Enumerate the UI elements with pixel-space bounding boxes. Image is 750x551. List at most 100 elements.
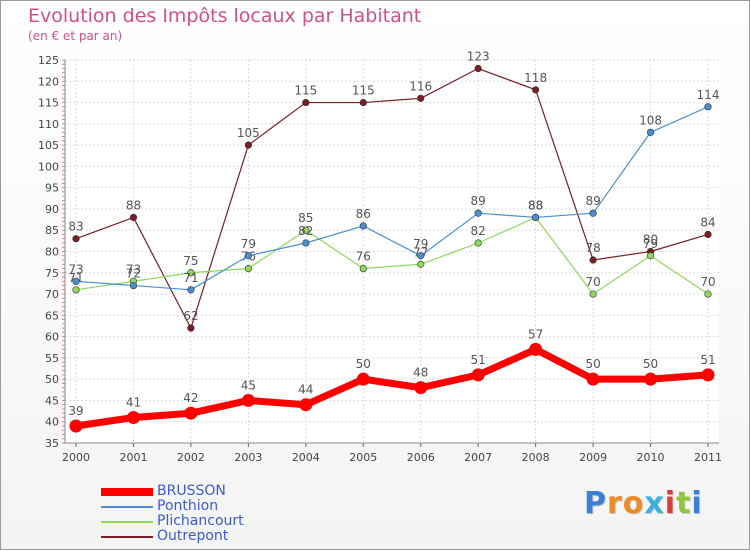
data-label-plichancourt: 70 [700,275,715,289]
data-label-brusson: 50 [643,357,658,371]
logo-letter: o [622,486,645,521]
y-tick-label: 75 [45,267,59,280]
logo-letter: i [664,486,677,521]
legend-swatch [101,506,153,508]
data-label-outrepont: 118 [524,71,547,85]
data-point-brusson [299,398,313,412]
data-point-outrepont [72,235,80,243]
data-label-plichancourt: 75 [183,254,198,268]
chart-title: Evolution des Impôts locaux par Habitant [28,5,422,27]
chart-subtitle: (en € et par an) [28,29,123,43]
data-point-outrepont [589,256,597,264]
data-label-ponthion: 79 [413,237,428,251]
data-label-brusson: 45 [241,378,256,392]
legend-label: Outrepont [157,528,229,544]
data-point-outrepont [187,324,195,332]
data-label-outrepont: 62 [183,309,198,323]
data-label-brusson: 51 [700,353,715,367]
data-label-ponthion: 71 [183,271,198,285]
y-tick-label: 95 [45,182,59,195]
data-label-outrepont: 105 [237,126,260,140]
data-point-plichancourt [359,264,367,273]
y-tick-label: 120 [38,75,59,88]
legend-label: Plichancourt [157,513,244,529]
series-line-brusson [72,345,712,430]
data-point-outrepont [474,64,482,73]
data-point-ponthion [589,209,597,217]
data-point-outrepont [704,230,712,239]
y-tick-label: 70 [45,288,59,301]
y-tick-label: 110 [38,118,59,131]
data-label-plichancourt: 70 [585,275,600,289]
y-tick-label: 35 [45,437,59,450]
data-label-plichancourt: 79 [643,237,658,251]
y-tick-label: 90 [45,203,59,216]
data-point-ponthion [474,209,482,217]
data-point-ponthion [129,281,138,290]
y-tick-label: 40 [45,416,59,429]
data-label-brusson: 44 [298,383,313,397]
data-point-brusson [644,372,658,386]
y-tick-label: 45 [45,394,59,407]
data-label-brusson: 50 [585,357,600,371]
data-point-outrepont [129,213,138,222]
data-label-outrepont: 78 [585,241,600,255]
data-label-ponthion: 72 [126,267,141,281]
logo-letter: i [691,486,703,521]
x-tick-label: 2002 [177,451,205,464]
legend-item: BRUSSON [101,483,341,500]
data-label-ponthion: 114 [697,88,720,102]
data-point-ponthion [704,103,712,111]
x-tick-label: 2007 [464,451,492,464]
data-point-ponthion [187,286,195,294]
x-tick-label: 2009 [579,451,607,464]
data-label-ponthion: 89 [585,194,600,208]
data-point-plichancourt [417,260,425,268]
data-label-ponthion: 88 [528,198,543,212]
data-point-brusson [414,381,428,395]
data-label-outrepont: 80 [643,233,658,247]
logo-letter: x [644,486,665,521]
logo-letter: P [584,486,607,521]
data-label-brusson: 48 [413,366,428,380]
data-point-outrepont [302,98,310,107]
data-point-plichancourt [187,269,195,277]
data-label-outrepont: 88 [126,198,141,212]
data-label-plichancourt: 73 [126,262,141,276]
data-point-brusson [184,406,198,420]
data-point-outrepont [417,94,425,102]
data-label-ponthion: 108 [639,113,662,127]
data-point-plichancourt [244,264,252,273]
data-label-brusson: 39 [68,404,83,418]
data-label-outrepont: 115 [294,84,317,98]
legend-item: Ponthion [101,498,341,515]
data-point-ponthion [244,252,252,260]
data-label-outrepont: 84 [700,215,715,229]
y-tick-label: 65 [45,309,59,322]
proxiti-logo: Proxiti [584,486,703,521]
data-label-ponthion: 79 [241,237,256,251]
legend-item: Outrepont [101,528,341,545]
data-point-plichancourt [704,290,712,298]
y-tick-label: 115 [38,97,59,110]
data-label-plichancourt: 88 [528,198,543,212]
x-tick-label: 2000 [62,451,90,464]
data-label-outrepont: 116 [409,79,432,93]
legend-label: Ponthion [157,498,219,514]
y-tick-label: 85 [45,224,59,237]
series-line-plichancourt [75,216,709,295]
data-point-plichancourt [302,226,310,234]
legend-item: Plichancourt [101,513,341,530]
data-point-outrepont [244,141,252,149]
legend-swatch [101,488,153,496]
data-label-plichancourt: 82 [471,224,486,238]
y-tick-label: 60 [45,331,59,344]
series-line-ponthion [75,106,709,291]
x-tick-label: 2008 [522,451,550,464]
x-tick-label: 2006 [407,451,435,464]
y-tick-label: 55 [45,352,59,365]
data-point-brusson [69,419,83,433]
legend-label: BRUSSON [157,483,226,499]
data-label-brusson: 50 [356,357,371,371]
